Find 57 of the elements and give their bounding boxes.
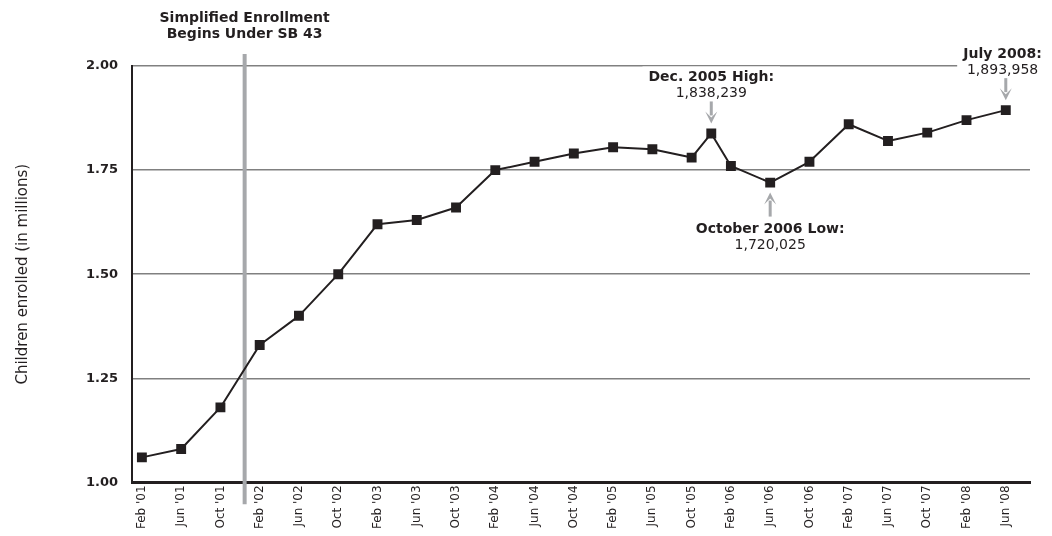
point [411,215,422,226]
point [136,452,147,463]
ref-line-label: Simplified Enrollment Begins Under SB 43 [159,9,331,41]
x-tick-label: Jun '01 [173,485,188,528]
point [706,128,717,139]
point [765,177,776,188]
point [490,165,501,176]
point [883,136,893,146]
x-tick-label: Jun '02 [291,485,306,528]
x-tick-label: Feb '01 [134,485,149,530]
point [215,402,226,413]
x-tick-label: Jun '08 [997,485,1012,528]
point [804,156,815,167]
x-tick-label: Jun '04 [526,485,541,528]
x-tick-label: Feb '05 [605,485,620,530]
point [254,340,265,350]
y-tick-label: 1.00 [86,473,119,489]
x-tick-label: Feb '08 [958,485,973,530]
point [647,144,658,155]
annotation: Dec. 2005 High: 1,838,239 [648,68,775,101]
x-tick-label: Feb '04 [487,485,502,530]
x-tick-label: Oct '06 [801,485,816,529]
x-tick-label: Oct '07 [919,485,934,529]
y-tick-label: 1.50 [86,265,119,281]
point [333,269,344,280]
annotation: July 2008: 1,893,958 [962,45,1042,78]
y-tick-label: 1.75 [86,161,119,177]
point [1000,105,1011,116]
x-tick-label: Jun '03 [408,485,423,528]
point [176,444,187,455]
annotation: October 2006 Low: 1,720,025 [695,219,845,252]
point [529,156,540,167]
x-tick-label: Oct '02 [330,485,345,529]
y-axis-title: Children enrolled (in millions) [12,163,31,385]
point [922,127,933,138]
x-tick-label: Jun '06 [762,485,777,528]
point [686,152,697,163]
x-tick-label: Oct '05 [683,485,698,529]
y-tick-label: 1.25 [86,369,119,385]
x-tick-label: Feb '07 [840,485,855,530]
point [294,310,304,321]
x-tick-label: Oct '03 [448,485,463,529]
point [843,119,854,130]
x-tick-label: Jun '07 [880,485,895,528]
point [372,219,383,230]
x-tick-label: Feb '03 [369,485,384,530]
point [568,148,579,159]
point [451,202,461,213]
point [961,115,972,126]
x-tick-label: Feb '02 [251,485,266,530]
x-tick-label: Jun '05 [644,485,659,528]
point [608,142,619,153]
x-tick-label: Oct '04 [565,485,580,529]
x-tick-label: Oct '01 [212,485,227,529]
x-tick-label: Feb '06 [723,485,738,530]
point [725,160,736,171]
y-tick-label: 2.00 [86,57,119,73]
